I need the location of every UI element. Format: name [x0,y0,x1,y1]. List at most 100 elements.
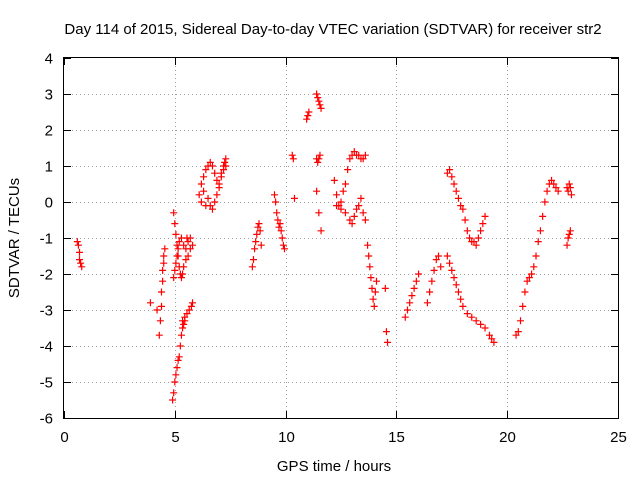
data-point [454,288,462,296]
data-point [249,256,257,264]
data-point [519,302,527,310]
data-point [523,277,531,285]
data-point [202,166,210,174]
data-point [316,101,324,109]
y-tick-label: -1 [40,231,53,248]
data-point [172,230,180,238]
data-point [180,241,188,249]
data-point [197,180,205,188]
data-point [221,158,229,166]
data-point [183,310,191,318]
data-point [446,259,454,267]
data-point [74,241,82,249]
data-point [450,274,458,282]
data-point [539,212,547,220]
data-point [470,238,478,246]
data-point [565,230,573,238]
data-point [170,274,178,282]
data-point [565,180,573,188]
data-point [428,277,436,285]
data-point [403,306,411,314]
y-tick-label: 4 [45,51,53,68]
data-point [357,194,365,202]
data-point [415,270,423,278]
data-point [459,205,467,213]
data-point [481,324,489,332]
data-point [189,241,197,249]
data-point [208,205,216,213]
data-point [76,248,84,256]
data-point [485,331,493,339]
data-point [564,187,572,195]
data-point [446,166,454,174]
data-point [189,299,197,307]
data-point [346,216,354,224]
data-point [432,256,440,264]
data-point [177,274,185,282]
data-point [330,176,338,184]
data-point [516,317,524,325]
data-point [175,238,183,246]
axis-ticks: 0 5 10 15 20 25 -6 -5 -4 -3 -2 -1 0 1 2 3 4 [40,51,627,447]
data-point [452,187,460,195]
data-point [177,331,185,339]
data-point [78,263,86,271]
data-point [174,356,182,364]
data-point [348,220,356,228]
data-point [206,158,214,166]
data-point [341,180,349,188]
x-tick-label: 5 [171,429,179,446]
data-point [536,227,544,235]
data-point [355,202,363,210]
data-point [530,263,538,271]
data-point [184,252,192,260]
y-axis-label: SDTVAR / TECUs [6,178,23,298]
data-point [313,187,321,195]
data-point [187,302,195,310]
data-point [182,256,190,264]
y-tick-label: 3 [45,87,53,104]
data-point [468,313,476,321]
data-point [384,338,392,346]
y-tick-label: -5 [40,375,53,392]
data-point [512,331,520,339]
data-point [251,245,259,253]
data-point [366,263,374,271]
data-point [222,162,230,170]
data-point [208,162,216,170]
data-point [554,187,562,195]
data-point [359,209,367,217]
data-point [253,230,261,238]
data-point [303,115,311,123]
data-point [313,90,321,98]
data-point [564,234,572,242]
data-point [443,252,451,260]
data-point [521,288,529,296]
data-point [186,245,194,253]
data-point [563,241,571,249]
data-point [514,328,522,336]
data-point [173,364,181,372]
data-point [430,266,438,274]
data-point [256,227,264,235]
data-point [271,191,279,199]
data-point [337,205,345,213]
data-point [76,256,84,264]
x-tick-label: 15 [388,429,405,446]
data-point [254,223,262,231]
data-point [289,155,297,163]
data-point [257,241,265,249]
data-point [426,288,434,296]
data-point [339,187,347,195]
data-point [477,320,485,328]
data-point [185,306,193,314]
data-point [179,270,187,278]
data-point [279,241,287,249]
data-point [220,166,228,174]
data-point [566,227,574,235]
data-point [401,313,409,321]
data-point [371,288,379,296]
plot-area-frame [63,57,619,419]
data-point [169,396,177,404]
